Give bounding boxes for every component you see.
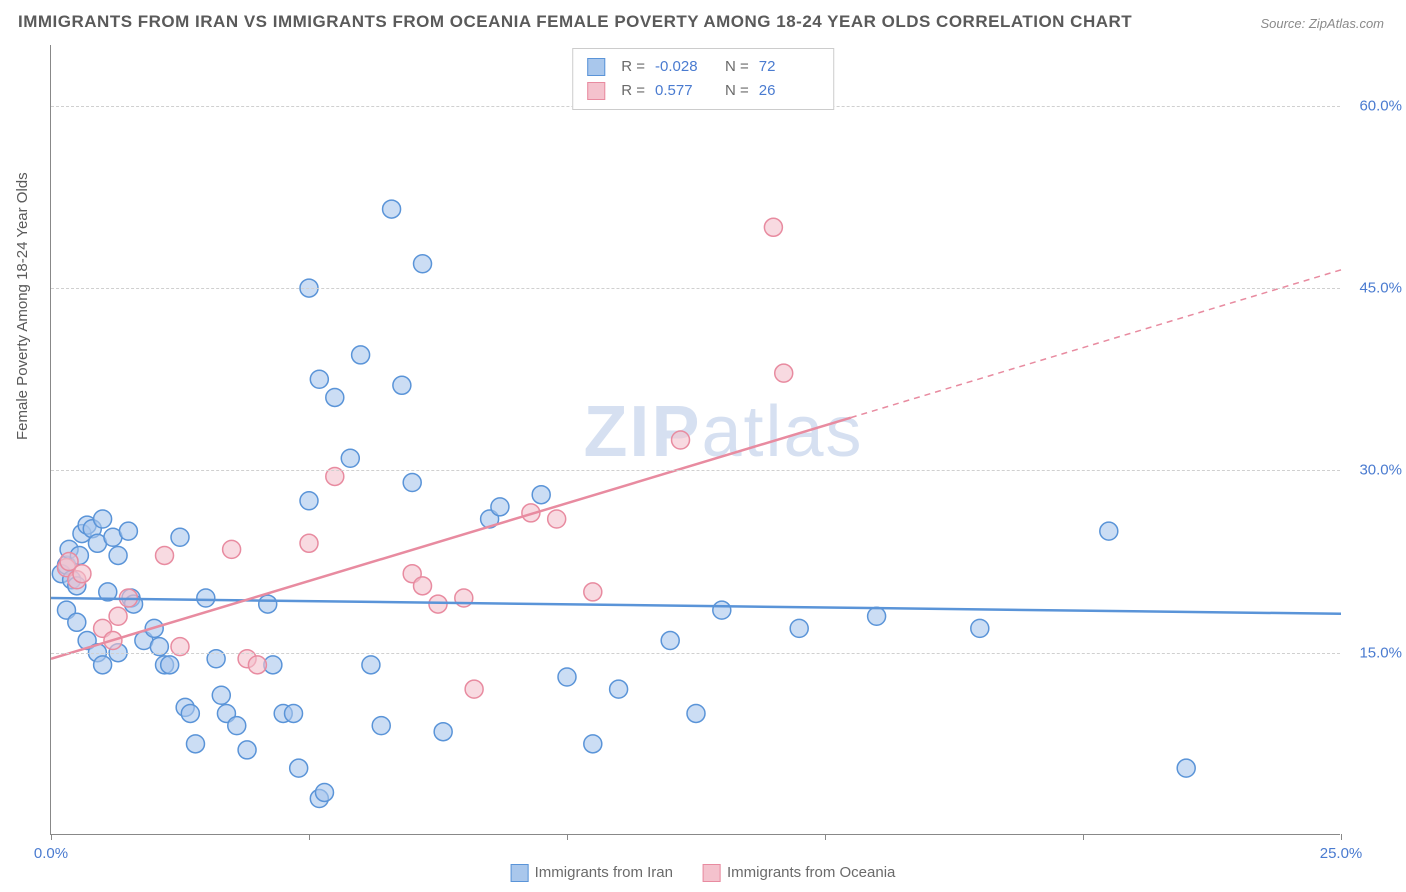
source-attribution: Source: ZipAtlas.com <box>1260 16 1384 31</box>
data-point <box>465 680 483 698</box>
data-point <box>584 583 602 601</box>
data-point <box>775 364 793 382</box>
data-point <box>548 510 566 528</box>
data-point <box>186 735 204 753</box>
legend-item: Immigrants from Iran <box>511 864 673 882</box>
data-point <box>868 607 886 625</box>
data-point <box>315 783 333 801</box>
x-tick <box>51 834 52 840</box>
data-point <box>687 704 705 722</box>
data-point <box>300 534 318 552</box>
data-point <box>94 656 112 674</box>
y-tick-label: 15.0% <box>1359 644 1402 661</box>
scatter-svg <box>51 45 1340 834</box>
chart-title: IMMIGRANTS FROM IRAN VS IMMIGRANTS FROM … <box>18 12 1132 32</box>
legend-row: R = -0.028 N = 72 <box>587 55 819 79</box>
data-point <box>109 607 127 625</box>
data-point <box>223 540 241 558</box>
data-point <box>197 589 215 607</box>
data-point <box>68 613 86 631</box>
data-point <box>259 595 277 613</box>
data-point <box>584 735 602 753</box>
data-point <box>610 680 628 698</box>
legend-swatch <box>587 58 605 76</box>
gridline <box>51 653 1340 654</box>
data-point <box>713 601 731 619</box>
y-axis-label: Female Poverty Among 18-24 Year Olds <box>14 172 31 440</box>
data-point <box>672 431 690 449</box>
legend-r-value: -0.028 <box>655 55 715 79</box>
data-point <box>341 449 359 467</box>
data-point <box>73 565 91 583</box>
x-tick <box>1341 834 1342 840</box>
data-point <box>393 376 411 394</box>
data-point <box>181 704 199 722</box>
data-point <box>414 577 432 595</box>
data-point <box>119 522 137 540</box>
data-point <box>764 218 782 236</box>
x-tick <box>1083 834 1084 840</box>
data-point <box>285 704 303 722</box>
y-tick-label: 30.0% <box>1359 462 1402 479</box>
y-tick-label: 60.0% <box>1359 97 1402 114</box>
legend-swatch <box>511 864 529 882</box>
legend-row: R = 0.577 N = 26 <box>587 79 819 103</box>
gridline <box>51 470 1340 471</box>
legend-r-label: R = <box>621 79 645 103</box>
legend-n-label: N = <box>725 55 749 79</box>
data-point <box>248 656 266 674</box>
data-point <box>403 474 421 492</box>
data-point <box>228 717 246 735</box>
data-point <box>532 486 550 504</box>
x-tick-label: 0.0% <box>34 845 68 862</box>
legend-swatch <box>703 864 721 882</box>
y-tick-label: 45.0% <box>1359 280 1402 297</box>
data-point <box>94 510 112 528</box>
data-point <box>1100 522 1118 540</box>
correlation-legend: R = -0.028 N = 72 R = 0.577 N = 26 <box>572 48 834 110</box>
legend-r-label: R = <box>621 55 645 79</box>
data-point <box>1177 759 1195 777</box>
x-tick <box>567 834 568 840</box>
legend-label: Immigrants from Iran <box>535 864 673 881</box>
data-point <box>238 741 256 759</box>
series-legend: Immigrants from Iran Immigrants from Ocea… <box>511 864 896 882</box>
data-point <box>109 546 127 564</box>
data-point <box>310 370 328 388</box>
data-point <box>161 656 179 674</box>
data-point <box>290 759 308 777</box>
data-point <box>362 656 380 674</box>
x-tick-label: 25.0% <box>1320 845 1363 862</box>
data-point <box>661 632 679 650</box>
data-point <box>212 686 230 704</box>
data-point <box>171 528 189 546</box>
legend-label: Immigrants from Oceania <box>727 864 895 881</box>
data-point <box>414 255 432 273</box>
data-point <box>352 346 370 364</box>
data-point <box>434 723 452 741</box>
data-point <box>429 595 447 613</box>
legend-n-value: 26 <box>759 79 819 103</box>
legend-r-value: 0.577 <box>655 79 715 103</box>
data-point <box>971 619 989 637</box>
data-point <box>300 492 318 510</box>
chart-plot-area: ZIPatlas 15.0%30.0%45.0%60.0%0.0%25.0% <box>50 45 1340 835</box>
legend-n-value: 72 <box>759 55 819 79</box>
data-point <box>790 619 808 637</box>
x-tick <box>309 834 310 840</box>
data-point <box>326 388 344 406</box>
legend-swatch <box>587 82 605 100</box>
gridline <box>51 288 1340 289</box>
data-point <box>372 717 390 735</box>
data-point <box>491 498 509 516</box>
data-point <box>383 200 401 218</box>
data-point <box>558 668 576 686</box>
legend-item: Immigrants from Oceania <box>703 864 895 882</box>
data-point <box>156 546 174 564</box>
trend-line-extrapolated <box>851 270 1341 418</box>
legend-n-label: N = <box>725 79 749 103</box>
x-tick <box>825 834 826 840</box>
